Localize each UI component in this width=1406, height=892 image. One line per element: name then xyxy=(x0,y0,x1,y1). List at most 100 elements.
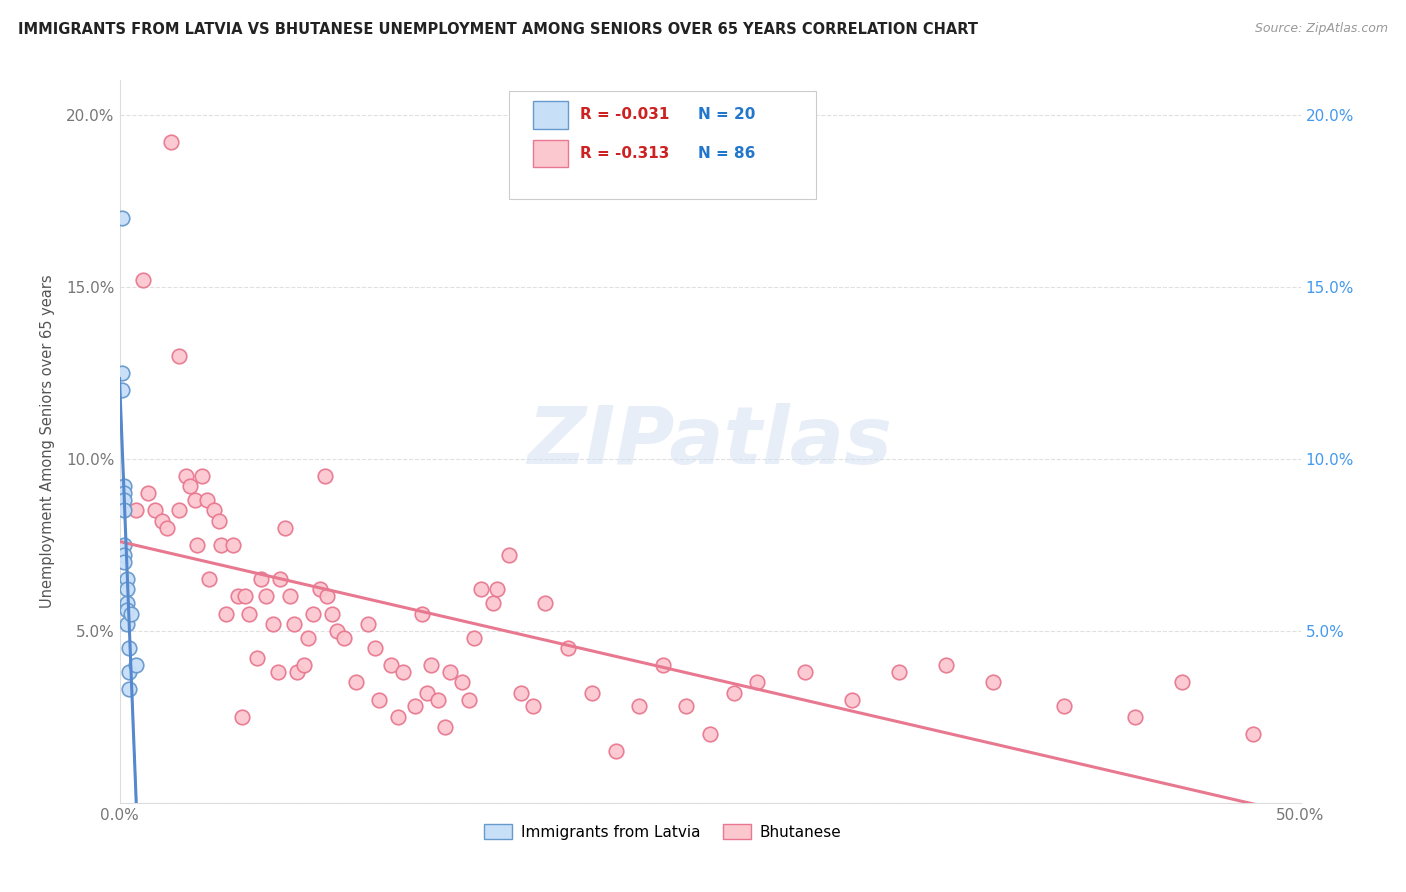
Point xyxy=(115,582,138,597)
Point xyxy=(675,699,697,714)
Point xyxy=(167,503,190,517)
Point xyxy=(344,675,367,690)
Point xyxy=(245,651,267,665)
Point xyxy=(486,582,509,597)
Point xyxy=(458,692,481,706)
Point xyxy=(111,366,134,380)
Point xyxy=(356,616,378,631)
Point xyxy=(314,469,336,483)
Point xyxy=(115,603,138,617)
Point xyxy=(115,596,138,610)
Point xyxy=(160,135,183,149)
Text: N = 20: N = 20 xyxy=(699,107,755,122)
Y-axis label: Unemployment Among Seniors over 65 years: Unemployment Among Seniors over 65 years xyxy=(41,275,55,608)
Point xyxy=(326,624,349,638)
Point xyxy=(533,596,555,610)
Point xyxy=(254,590,277,604)
Point xyxy=(269,572,291,586)
Point xyxy=(112,479,135,493)
Point xyxy=(321,607,343,621)
Point xyxy=(250,572,273,586)
Point xyxy=(427,692,450,706)
Point xyxy=(1123,710,1146,724)
Point xyxy=(935,658,957,673)
Point xyxy=(363,640,385,655)
Point xyxy=(793,665,815,679)
Point xyxy=(723,686,745,700)
Point xyxy=(887,665,910,679)
Point xyxy=(380,658,402,673)
Point xyxy=(233,590,256,604)
Point xyxy=(434,720,457,734)
Point xyxy=(222,538,245,552)
Point xyxy=(481,596,503,610)
Point xyxy=(278,590,301,604)
Point xyxy=(292,658,315,673)
Point xyxy=(983,675,1005,690)
Point xyxy=(112,503,135,517)
Point xyxy=(415,686,437,700)
Point xyxy=(215,607,238,621)
Bar xyxy=(533,101,568,128)
Bar xyxy=(533,139,568,167)
Point xyxy=(841,692,863,706)
Text: R = -0.313: R = -0.313 xyxy=(581,145,669,161)
Point xyxy=(202,503,225,517)
Point xyxy=(267,665,290,679)
Text: Source: ZipAtlas.com: Source: ZipAtlas.com xyxy=(1254,22,1388,36)
Point xyxy=(112,493,135,508)
Point xyxy=(186,538,208,552)
Point xyxy=(699,727,721,741)
Point xyxy=(150,514,173,528)
Point xyxy=(111,383,134,397)
Point xyxy=(439,665,461,679)
Point xyxy=(309,582,332,597)
Point xyxy=(283,616,305,631)
Text: R = -0.031: R = -0.031 xyxy=(581,107,669,122)
Point xyxy=(274,520,297,534)
Point xyxy=(333,631,356,645)
Point xyxy=(191,469,214,483)
Point xyxy=(557,640,579,655)
Point xyxy=(368,692,391,706)
Point xyxy=(404,699,426,714)
Point xyxy=(208,514,231,528)
Point xyxy=(179,479,201,493)
Point xyxy=(651,658,673,673)
Text: IMMIGRANTS FROM LATVIA VS BHUTANESE UNEMPLOYMENT AMONG SENIORS OVER 65 YEARS COR: IMMIGRANTS FROM LATVIA VS BHUTANESE UNEM… xyxy=(18,22,979,37)
Point xyxy=(420,658,443,673)
Point xyxy=(470,582,492,597)
Point xyxy=(411,607,433,621)
Point xyxy=(747,675,769,690)
Point xyxy=(628,699,651,714)
Point xyxy=(209,538,232,552)
Point xyxy=(581,686,603,700)
Point xyxy=(498,548,520,562)
Point xyxy=(463,631,485,645)
Point xyxy=(195,493,218,508)
Point xyxy=(115,572,138,586)
Point xyxy=(605,744,627,758)
Point xyxy=(238,607,260,621)
Text: ZIPatlas: ZIPatlas xyxy=(527,402,893,481)
Point xyxy=(392,665,415,679)
Text: N = 86: N = 86 xyxy=(699,145,755,161)
Point xyxy=(522,699,544,714)
Point xyxy=(387,710,409,724)
Point xyxy=(1053,699,1076,714)
Point xyxy=(285,665,308,679)
Point xyxy=(112,538,135,552)
Point xyxy=(125,503,148,517)
Point xyxy=(111,211,134,225)
Point xyxy=(125,658,148,673)
Point xyxy=(118,665,141,679)
Point xyxy=(231,710,253,724)
Point xyxy=(156,520,179,534)
Point xyxy=(115,616,138,631)
Point xyxy=(262,616,284,631)
Point xyxy=(112,486,135,500)
Point xyxy=(118,682,141,697)
Legend: Immigrants from Latvia, Bhutanese: Immigrants from Latvia, Bhutanese xyxy=(478,818,848,846)
Point xyxy=(510,686,533,700)
Point xyxy=(118,640,141,655)
